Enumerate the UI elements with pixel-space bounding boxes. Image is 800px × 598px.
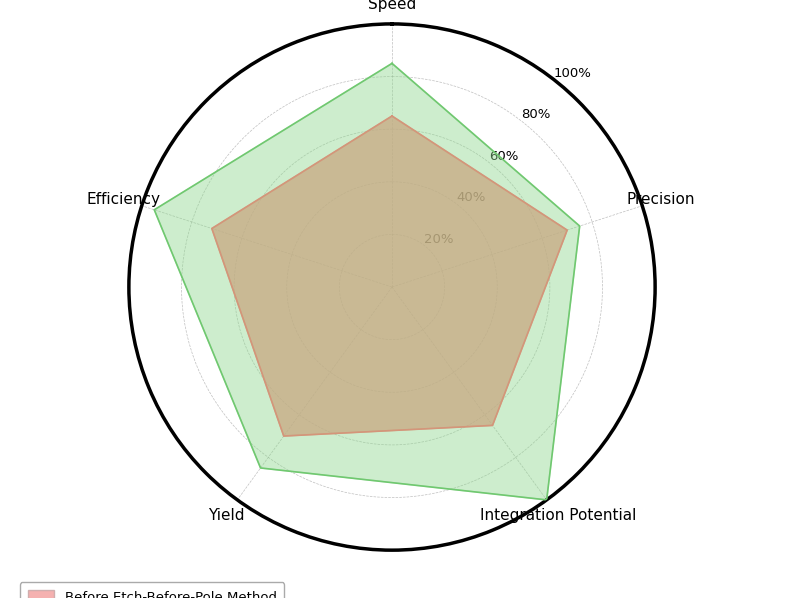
Polygon shape <box>212 116 567 436</box>
Legend: Before Etch-Before-Pole Method, After Etch-Before-Pole Method: Before Etch-Before-Pole Method, After Et… <box>20 582 285 598</box>
Polygon shape <box>154 63 580 500</box>
